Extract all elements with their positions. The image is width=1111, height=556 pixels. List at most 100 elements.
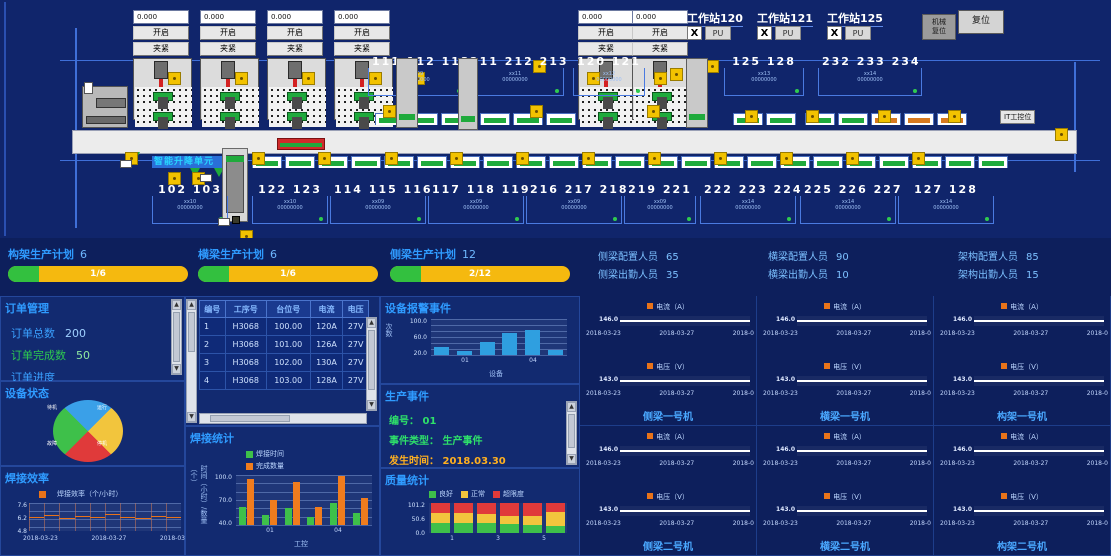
sensor-indicator[interactable] — [806, 110, 819, 123]
bar — [524, 329, 541, 355]
table-column-header: 电压 — [342, 300, 369, 318]
clamp-value-field[interactable]: 0.000 — [133, 10, 189, 24]
clamp-jaw — [359, 97, 369, 109]
workstation-pu-button[interactable]: PU — [845, 26, 871, 40]
clamp-open-button[interactable]: 开启 — [632, 26, 688, 40]
sensor-indicator[interactable] — [516, 152, 529, 165]
sensor-indicator[interactable] — [240, 230, 253, 238]
sensor-indicator[interactable] — [318, 152, 331, 165]
staff-attend-value: 35 — [666, 270, 679, 281]
pallet — [285, 156, 315, 168]
sensor-indicator[interactable] — [385, 152, 398, 165]
clamp-open-button[interactable]: 开启 — [133, 26, 189, 40]
sensor-indicator[interactable] — [648, 152, 661, 165]
scroll-down-arrow[interactable]: ▼ — [367, 400, 376, 410]
sensor-indicator[interactable] — [714, 152, 727, 165]
clamp-value-field[interactable]: 0.000 — [200, 10, 256, 24]
clamp-open-button[interactable]: 开启 — [334, 26, 390, 40]
station-status-led — [913, 89, 917, 93]
sensor-indicator[interactable] — [533, 60, 546, 73]
clamp-clamp-button[interactable]: 夹紧 — [632, 42, 688, 56]
scroll-down-arrow[interactable]: ▼ — [567, 454, 576, 464]
order-scrollbar[interactable]: ▲ ▼ — [171, 299, 182, 375]
sensor-indicator[interactable] — [1055, 128, 1068, 141]
sensor-indicator[interactable] — [780, 152, 793, 165]
scroll-up-arrow[interactable]: ▲ — [367, 318, 376, 328]
sensor-indicator[interactable] — [302, 72, 315, 85]
sensor-indicator[interactable] — [450, 152, 463, 165]
voltage-legend: 电压（V） — [580, 362, 756, 372]
sensor-indicator[interactable] — [235, 72, 248, 85]
table-scrollbar[interactable]: ▲ ▼ — [366, 317, 377, 411]
scroll-thumb[interactable] — [173, 312, 180, 362]
voltage-series-line — [974, 510, 1104, 512]
sensor-indicator[interactable] — [587, 72, 600, 85]
table-row[interactable]: 2 H3068 101.00 126A 27V — [199, 335, 369, 354]
sensor-indicator[interactable] — [670, 68, 683, 81]
ytick: 0.0 — [415, 530, 425, 537]
clamp-clamp-button[interactable]: 夹紧 — [133, 42, 189, 56]
clamp-value-field[interactable]: 0.000 — [334, 10, 390, 24]
pallet — [879, 156, 909, 168]
reset-button[interactable]: 复位 — [958, 10, 1004, 34]
clamp-value-field[interactable]: 0.000 — [578, 10, 634, 24]
clamp-open-button[interactable]: 开启 — [267, 26, 323, 40]
alarm-xaxis: 01 04 — [431, 357, 567, 364]
sensor-indicator[interactable] — [878, 110, 891, 123]
clamp-open-button[interactable]: 开启 — [200, 26, 256, 40]
sensor-indicator[interactable] — [846, 152, 859, 165]
xtick: 2018-03-27 — [91, 535, 127, 542]
order-row-label: 订单进度 — [11, 371, 55, 384]
scroll-down-arrow[interactable]: ▼ — [172, 364, 181, 374]
scroll-thumb[interactable] — [188, 312, 195, 352]
sensor-indicator[interactable] — [530, 105, 543, 118]
table-row[interactable]: 3 H3068 102.00 130A 27V — [199, 353, 369, 372]
workstation-x-button[interactable]: X — [827, 26, 842, 40]
legend-label: 电压（V） — [833, 493, 866, 501]
voltage-legend: 电压（V） — [934, 362, 1110, 372]
sensor-indicator[interactable] — [582, 152, 595, 165]
clamp-clamp-button[interactable]: 夹紧 — [578, 42, 634, 56]
gridline — [431, 319, 567, 320]
workstation-x-button[interactable]: X — [757, 26, 772, 40]
sensor-indicator[interactable] — [383, 105, 396, 118]
sensor-indicator[interactable] — [948, 110, 961, 123]
sensor-indicator[interactable] — [647, 105, 660, 118]
prod-event-scrollbar[interactable]: ▲ ▼ — [566, 401, 577, 465]
workstation-x-button[interactable]: X — [687, 26, 702, 40]
table-row[interactable]: 1 H3068 100.00 120A 27V — [199, 317, 369, 336]
sensor-indicator[interactable] — [912, 152, 925, 165]
scroll-down-arrow[interactable]: ▼ — [187, 412, 196, 422]
scroll-thumb[interactable] — [368, 330, 375, 390]
sensor-indicator[interactable] — [168, 72, 181, 85]
table-left-scrollbar[interactable]: ▲ ▼ — [186, 299, 197, 423]
table-hscrollbar[interactable] — [199, 413, 367, 424]
sensor-indicator[interactable] — [654, 72, 667, 85]
station-group — [818, 68, 922, 96]
sensor-indicator[interactable] — [168, 172, 181, 185]
clamp-clamp-button[interactable]: 夹紧 — [334, 42, 390, 56]
scroll-thumb[interactable] — [568, 414, 575, 448]
scroll-up-arrow[interactable]: ▲ — [172, 300, 181, 310]
clamp-value-field[interactable]: 0.000 — [267, 10, 323, 24]
clamp-value-field[interactable]: 0.000 — [632, 10, 688, 24]
clamp-clamp-button[interactable]: 夹紧 — [200, 42, 256, 56]
workstation-pu-button[interactable]: PU — [705, 26, 731, 40]
legend-swatch-icon — [824, 433, 831, 439]
smart-lift-banner: 智能升降单元 — [152, 156, 244, 168]
clamp-clamp-button[interactable]: 夹紧 — [267, 42, 323, 56]
scroll-thumb[interactable] — [210, 415, 290, 422]
sensor-indicator[interactable] — [252, 152, 265, 165]
workstation-pu-button[interactable]: PU — [775, 26, 801, 40]
sensor-indicator[interactable] — [369, 72, 382, 85]
sensor-indicator[interactable] — [745, 110, 758, 123]
machine-rod — [360, 79, 364, 89]
table-row[interactable]: 4 H3068 103.00 128A 27V — [199, 371, 369, 390]
clamp-open-button[interactable]: 开启 — [578, 26, 634, 40]
scroll-up-arrow[interactable]: ▲ — [187, 300, 196, 310]
legend-label: 正常 — [471, 490, 485, 498]
station-code-serial: 00000000 — [502, 77, 528, 83]
scroll-up-arrow[interactable]: ▲ — [567, 402, 576, 412]
machine-reset-button[interactable]: 机械 复位 — [922, 14, 956, 40]
